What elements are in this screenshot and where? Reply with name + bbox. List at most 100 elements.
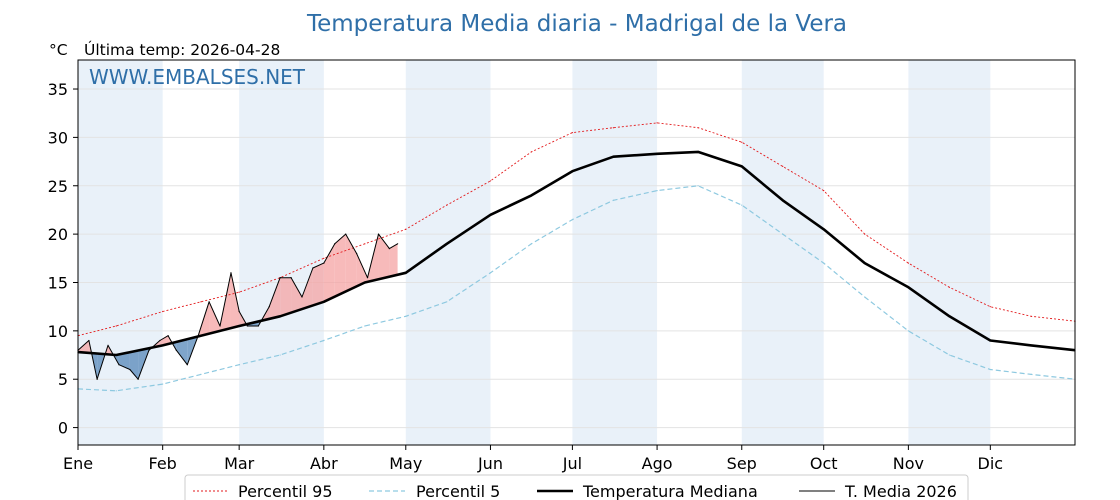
data-point-median	[1030, 344, 1032, 346]
series-lines	[77, 122, 1076, 392]
last-temp-label: Última temp: 2026-04-28	[84, 40, 280, 59]
data-point-current	[334, 243, 336, 245]
data-point-median	[907, 286, 909, 288]
data-point-p95	[115, 325, 117, 327]
data-point-current	[159, 339, 161, 342]
above-median-fill	[389, 243, 398, 277]
data-point-p95	[989, 306, 991, 308]
data-point-median	[405, 272, 407, 274]
data-point-current	[219, 325, 221, 327]
above-median-fill	[334, 234, 346, 297]
above-median-fill	[78, 340, 89, 353]
data-point-p5	[364, 325, 366, 327]
data-point-p5	[323, 339, 325, 342]
data-point-median	[656, 153, 658, 155]
data-point-p5	[989, 368, 991, 371]
data-point-p95	[238, 291, 240, 293]
data-point-median	[279, 315, 281, 317]
below-median-fill	[118, 352, 130, 370]
data-point-p95	[948, 286, 950, 288]
data-point-current	[268, 306, 270, 308]
month-band-mar	[239, 60, 324, 445]
data-point-p95	[489, 180, 492, 182]
data-point-current	[377, 233, 380, 235]
data-point-p5	[446, 301, 448, 303]
legend: Percentil 95 Percentil 5 Temperatura Med…	[184, 474, 969, 500]
data-point-current	[118, 364, 120, 366]
legend-label-p5: Percentil 5	[416, 482, 500, 500]
data-point-p5	[741, 204, 743, 206]
x-tick-label: Abr	[310, 454, 338, 473]
data-point-p5	[238, 364, 240, 366]
data-point-p5	[571, 219, 574, 221]
data-point-current	[186, 364, 188, 366]
month-band-nov	[908, 60, 991, 445]
data-point-p95	[323, 257, 325, 259]
data-point-p5	[1030, 373, 1032, 375]
y-tick-label: 20	[48, 225, 68, 244]
data-point-p95	[823, 189, 825, 192]
x-tick-label: Jul	[562, 454, 582, 473]
data-point-current	[197, 335, 199, 337]
data-point-p95	[162, 310, 164, 313]
y-tick-label: 35	[48, 80, 68, 99]
x-tick-label: Oct	[810, 454, 838, 473]
x-tick-label: Sep	[727, 454, 757, 473]
data-point-current	[107, 344, 109, 346]
y-tick-label: 10	[48, 322, 68, 341]
data-point-median	[741, 165, 743, 168]
data-point-current	[167, 335, 169, 337]
data-point-median	[238, 325, 240, 327]
plot-frame	[77, 59, 1076, 446]
legend-label-median: Temperatura Mediana	[582, 482, 758, 500]
data-point-p5	[864, 296, 866, 298]
data-point-p5	[200, 373, 202, 375]
legend-label-current: T. Media 2026	[844, 482, 957, 500]
y-tick-label: 5	[58, 370, 68, 389]
data-point-p95	[741, 141, 743, 143]
above-median-fill	[312, 263, 324, 306]
above-median-fill	[323, 243, 335, 302]
data-point-p95	[656, 122, 658, 124]
data-point-median	[571, 170, 574, 172]
month-band-sep	[741, 60, 824, 445]
y-tick-label: 25	[48, 177, 68, 196]
data-point-current	[345, 233, 347, 235]
data-point-median	[823, 228, 825, 230]
data-point-p5	[907, 330, 909, 332]
above-median-fill	[280, 277, 292, 317]
data-point-current	[312, 267, 314, 269]
x-tick-label: Ene	[63, 454, 93, 473]
data-point-median	[200, 335, 202, 337]
data-point-p5	[823, 262, 825, 264]
data-point-current	[129, 368, 131, 371]
series-line-current	[77, 233, 398, 380]
data-point-p5	[405, 315, 407, 317]
x-tick-label: Ago	[642, 454, 673, 473]
data-point-median	[989, 339, 991, 342]
above-median-fill	[230, 272, 240, 329]
legend-label-p95: Percentil 95	[238, 482, 333, 500]
data-point-current	[246, 325, 248, 327]
x-tick-label: May	[389, 454, 422, 473]
y-tick-label: 0	[58, 419, 68, 438]
data-point-current	[356, 252, 358, 255]
data-point-current	[257, 325, 259, 327]
data-point-p95	[446, 204, 448, 206]
x-tick-label: Feb	[149, 454, 177, 473]
data-point-current	[396, 243, 399, 245]
watermark: WWW.EMBALSES.NET	[89, 65, 306, 89]
month-band-may	[405, 60, 491, 445]
data-point-current	[96, 378, 98, 380]
data-point-p5	[162, 383, 164, 385]
data-point-median	[530, 194, 533, 197]
y-axis: 0 5 10 15 20 25 30 35	[48, 80, 78, 438]
data-point-p95	[907, 262, 909, 264]
data-point-current	[148, 349, 150, 351]
above-median-fill	[356, 253, 368, 287]
data-point-current	[208, 301, 210, 303]
data-point-p95	[405, 228, 407, 230]
grid-lines	[78, 88, 1075, 429]
below-median-fill	[176, 339, 188, 365]
